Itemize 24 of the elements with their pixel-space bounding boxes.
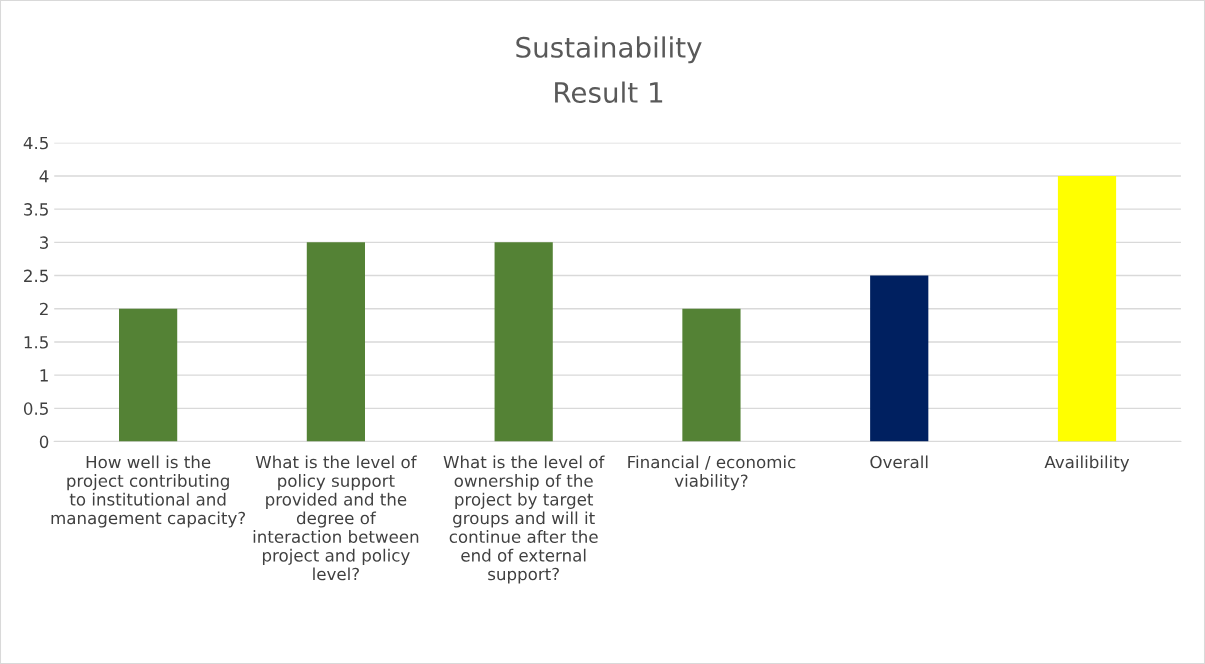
y-tick-label: 2	[39, 302, 48, 316]
y-tick-label: 4.5	[23, 136, 48, 150]
bar	[682, 308, 741, 442]
bar	[119, 308, 178, 442]
y-tick-label: 2.5	[24, 269, 48, 283]
x-tick-label: How well is the project contributing to institutional and management capacity?	[51, 455, 246, 528]
x-tick-label: Availibility	[1044, 455, 1130, 472]
y-tick-label: 0	[39, 435, 49, 449]
y-tick-label: 3.5	[24, 203, 48, 216]
x-tick-label: Financial / economic viability?	[628, 455, 796, 491]
bar	[1057, 175, 1117, 442]
bar	[870, 275, 929, 442]
bar	[494, 242, 553, 442]
x-tick-label: Overall	[870, 455, 928, 469]
y-tick-label: 0.5	[23, 402, 48, 415]
chart-title: Sustainability	[516, 36, 702, 64]
y-tick-label: 3	[40, 236, 49, 249]
chart-subtitle: Result 1	[555, 81, 663, 104]
bar	[306, 242, 365, 442]
y-tick-label: 1	[40, 369, 48, 382]
x-tick-label: What is the level of ownership of the project by target groups and will it continue after the end of external support?	[443, 455, 605, 584]
x-tick-label: What is the level of policy support provided and the degree of interaction between project and policy level?	[253, 455, 419, 581]
y-tick-label: 1.5	[24, 336, 48, 349]
y-tick-label: 4	[39, 170, 49, 183]
